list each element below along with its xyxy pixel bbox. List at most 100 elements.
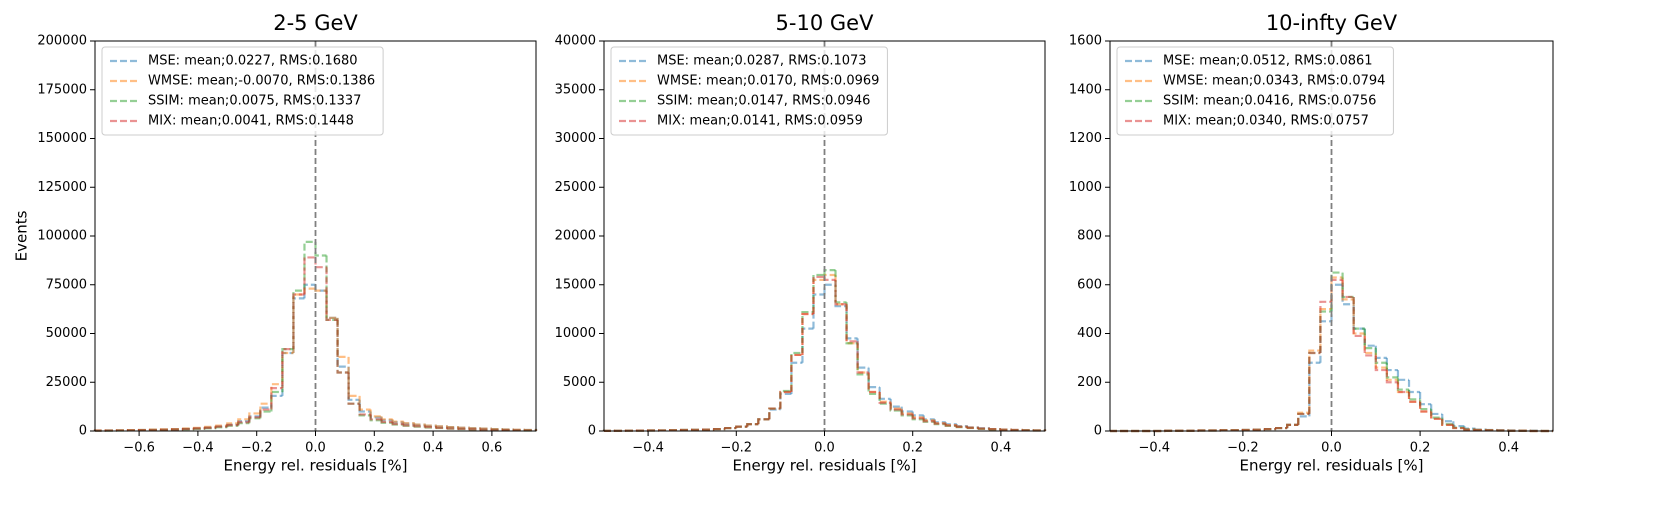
y-tick-label: 600: [1077, 277, 1102, 292]
x-tick-label: −0.2: [1227, 441, 1259, 456]
hist-step: [979, 428, 990, 429]
hist-step: [1309, 351, 1320, 413]
hist-step: [1376, 353, 1387, 368]
hist-step: [935, 419, 946, 422]
hist-step: [293, 295, 304, 350]
hist-step: [913, 412, 924, 416]
hist-step: [194, 428, 205, 429]
hist-step: [304, 242, 315, 291]
hist-step: [216, 427, 227, 428]
hist-step: [891, 402, 902, 409]
hist-step: [338, 318, 349, 357]
x-tick-label: 0.2: [364, 441, 385, 456]
legend-label: WMSE: mean;0.0170, RMS:0.0969: [657, 74, 879, 89]
x-tick-label: 0.4: [423, 441, 444, 456]
hist-step: [360, 396, 371, 410]
hist-step: [1287, 425, 1298, 428]
hist-step: [327, 291, 338, 318]
hist-step: [758, 419, 769, 424]
hist-step: [338, 320, 349, 373]
y-tick-label: 15000: [555, 277, 596, 292]
hist-step: [1320, 321, 1331, 362]
hist-step: [1320, 312, 1331, 353]
hist-step: [780, 394, 791, 410]
hist-step: [1276, 428, 1287, 429]
hist-step: [802, 312, 813, 353]
x-tick-label: 0.4: [1498, 441, 1519, 456]
hist-step: [415, 425, 426, 426]
y-tick-label: 150000: [37, 131, 87, 146]
hist-step: [880, 392, 891, 402]
y-tick-label: 400: [1077, 326, 1102, 341]
x-tick-label: 0.2: [902, 441, 923, 456]
hist-step: [1332, 285, 1343, 322]
y-tick-label: 75000: [46, 277, 87, 292]
hist-step: [1343, 273, 1354, 297]
hist-step: [282, 349, 293, 392]
hist-step: [304, 289, 315, 295]
hist-step: [293, 298, 304, 353]
hist-step: [448, 426, 459, 427]
x-tick-label: −0.4: [632, 441, 664, 456]
hist-step: [968, 427, 979, 428]
hist-step: [858, 338, 869, 367]
hist-step: [1365, 334, 1376, 354]
hist-step: [791, 353, 802, 391]
hist-step: [880, 387, 891, 399]
hist-step: [282, 349, 293, 388]
legend-label: WMSE: mean;-0.0070, RMS:0.1386: [148, 74, 375, 89]
x-tick-label: −0.6: [123, 441, 155, 456]
y-tick-label: 10000: [555, 326, 596, 341]
legend-label: SSIM: mean;0.0075, RMS:0.1337: [148, 94, 361, 109]
legend-label: SSIM: mean;0.0147, RMS:0.0946: [657, 94, 870, 109]
legend-label: MSE: mean;0.0287, RMS:0.1073: [657, 54, 867, 69]
hist-step: [769, 410, 780, 420]
y-tick-label: 50000: [46, 326, 87, 341]
hist-step: [282, 353, 293, 384]
hist-step: [426, 426, 437, 427]
hist-step: [327, 291, 338, 318]
hist-step: [1265, 429, 1276, 430]
x-tick-label: 0.6: [482, 441, 503, 456]
hist-step: [1354, 297, 1365, 329]
hist-step: [426, 425, 437, 426]
hist-step: [825, 285, 836, 295]
hist-step: [1298, 416, 1309, 425]
x-tick-label: 0.0: [305, 441, 326, 456]
x-tick-label: −0.4: [1139, 441, 1171, 456]
x-axis-label: Energy rel. residuals [%]: [732, 457, 916, 475]
hist-step: [902, 407, 913, 412]
hist-step: [847, 302, 858, 343]
legend-label: MSE: mean;0.0227, RMS:0.1680: [148, 54, 358, 69]
hist-step: [415, 423, 426, 424]
hist-step: [1409, 380, 1420, 392]
hist-step: [338, 320, 349, 373]
hist-step: [847, 304, 858, 341]
y-tick-label: 200000: [37, 34, 87, 49]
hist-step: [813, 280, 824, 314]
hist-step: [1431, 404, 1442, 414]
hist-step: [316, 257, 327, 267]
hist-step: [791, 355, 802, 392]
hist-step: [1354, 297, 1365, 336]
x-tick-label: −0.2: [721, 441, 753, 456]
hist-step: [1387, 358, 1398, 370]
hist-step: [338, 318, 349, 367]
hist-step: [1442, 414, 1453, 421]
hist-step: [1343, 280, 1354, 297]
y-tick-label: 175000: [37, 82, 87, 97]
hist-step: [1320, 309, 1331, 350]
hist-step: [1376, 348, 1387, 363]
hist-step: [304, 285, 315, 299]
legend-label: MIX: mean;0.0041, RMS:0.1448: [148, 114, 354, 129]
y-axis-label: Events: [13, 210, 31, 261]
hist-step: [437, 427, 448, 428]
hist-step: [327, 256, 338, 320]
hist-step: [891, 399, 902, 407]
y-tick-label: 200: [1077, 375, 1102, 390]
hist-step: [327, 267, 338, 320]
hist-step: [316, 242, 327, 256]
y-tick-label: 0: [588, 424, 596, 439]
